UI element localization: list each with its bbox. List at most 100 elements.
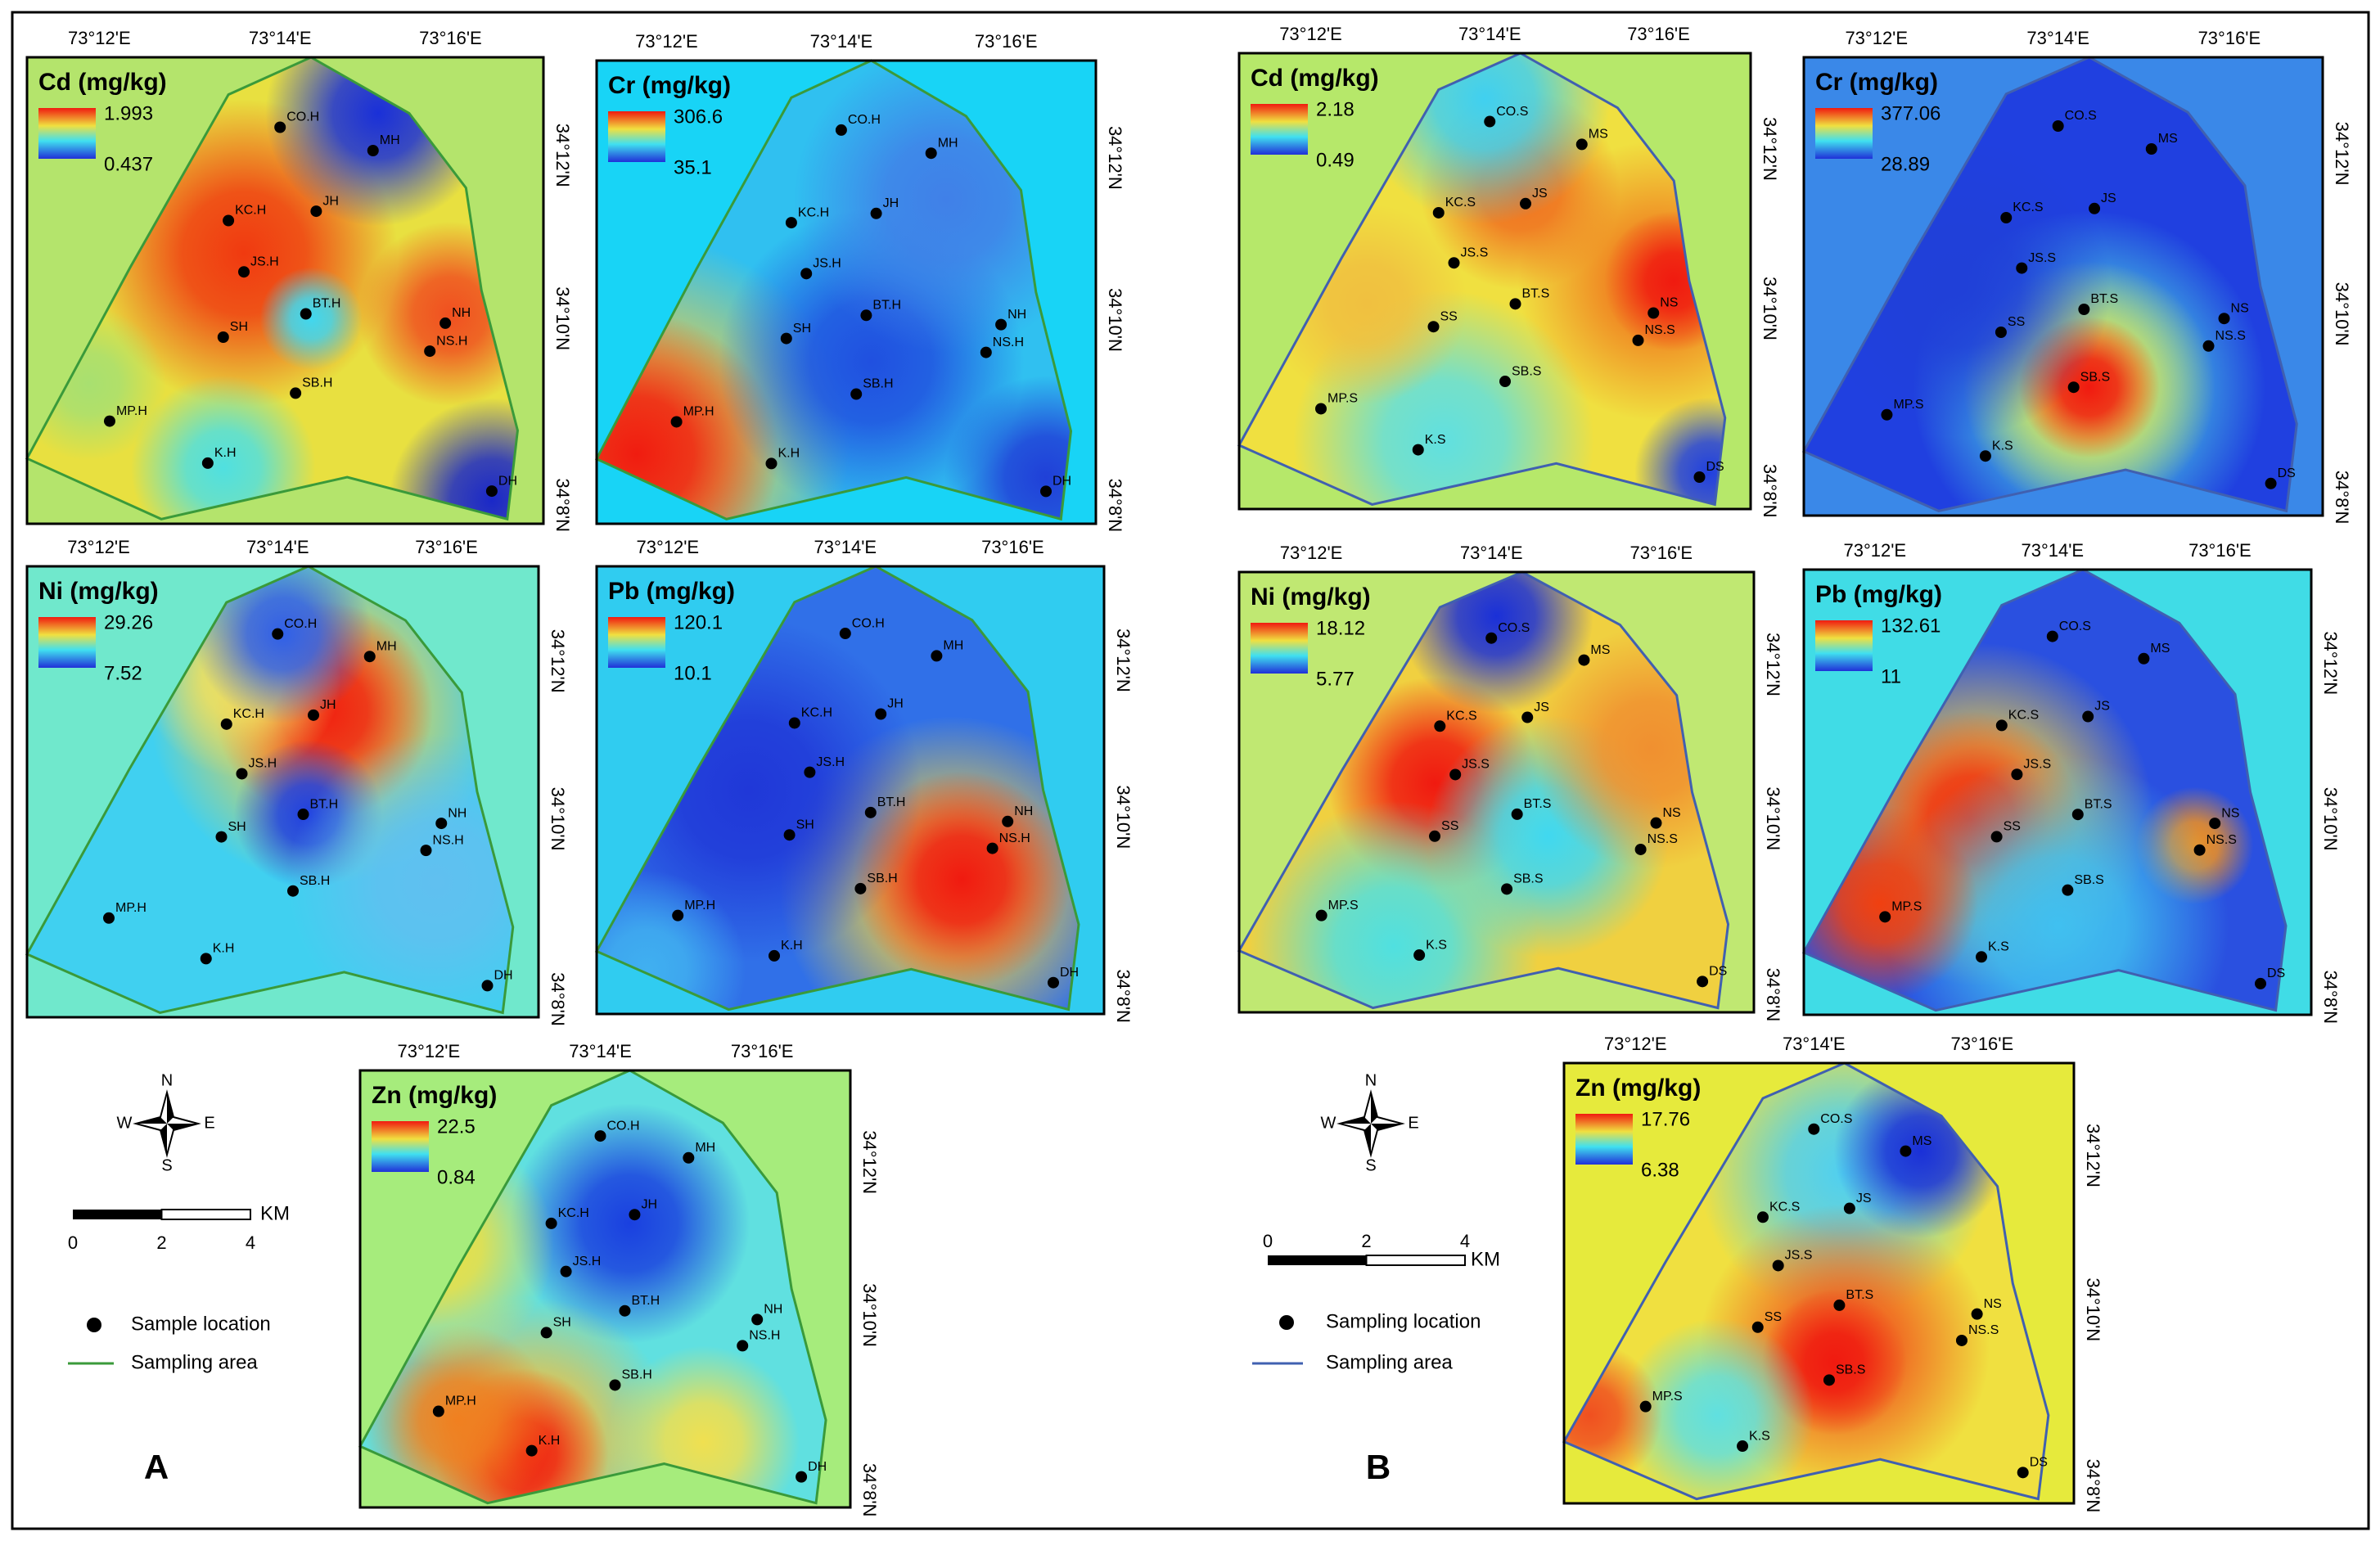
sample-point	[1511, 808, 1523, 820]
map-border	[25, 56, 545, 525]
sample-point	[525, 1444, 538, 1457]
ramp-min: 0.84	[437, 1166, 476, 1188]
sample-point	[310, 205, 322, 218]
latitude-label: 34°12'N	[2083, 1124, 2103, 1187]
sample-point	[2078, 304, 2090, 315]
map-panel: CO.S MS KC.S JS JS.S BT.S SS NS NS.S SB.S MP.S K.S D…	[1801, 540, 2341, 1024]
sample-label: NS.S	[1968, 1323, 1999, 1337]
map-title: Ni (mg/kg)	[38, 578, 159, 605]
sampling-area-outline	[358, 1069, 827, 1505]
sample-label: KC.H	[798, 205, 829, 219]
sample-label: JS.S	[1785, 1249, 1813, 1263]
sample-point	[1971, 1308, 1983, 1320]
sample-point	[1315, 909, 1327, 921]
sample-point	[1648, 307, 1660, 319]
sample-point	[925, 147, 937, 160]
sampling-area-outline	[1562, 1061, 2050, 1501]
sample-label: DH	[1060, 966, 1079, 980]
heat-blob	[265, 57, 492, 227]
sample-point	[1772, 1259, 1784, 1272]
longitude-label: 73°12'E	[67, 537, 130, 557]
sample-point	[223, 214, 235, 227]
sample-point	[1955, 1334, 1968, 1346]
sample-label: MP.H	[683, 405, 714, 419]
scale-tick: 0	[68, 1232, 78, 1253]
sample-label: NS.S	[1648, 832, 1678, 846]
sample-label: BT.H	[310, 797, 339, 811]
sample-point	[683, 1151, 695, 1164]
sample-label: SS	[2008, 315, 2025, 329]
sample-label: MS	[2150, 642, 2170, 656]
sample-label: SB.H	[863, 377, 893, 391]
sample-point	[619, 1304, 631, 1317]
sample-point	[1484, 115, 1496, 128]
sample-label: BT.H	[872, 299, 901, 313]
sample-point	[2017, 1467, 2029, 1479]
sample-point	[1040, 485, 1052, 498]
sampling-area-outline	[25, 56, 519, 521]
sample-label: JH	[322, 194, 339, 208]
sample-point	[287, 885, 299, 897]
map-panel: CO.H MH KC.H JH JS.H BT.H SH NH NS.H SB.H MP.H K.H D…	[25, 28, 573, 532]
sample-point	[1575, 138, 1588, 151]
sample-point	[839, 628, 851, 640]
heat-blob	[944, 375, 1071, 520]
sample-label: MH	[376, 639, 397, 653]
sample-label: SS	[1440, 309, 1458, 323]
sample-point	[1995, 327, 2007, 338]
sample-point	[854, 882, 867, 894]
longitude-label: 73°14'E	[1460, 543, 1523, 563]
map-title: Zn (mg/kg)	[1575, 1075, 1701, 1102]
sample-point	[2209, 818, 2221, 830]
map-panel: CO.H MH KC.H JH JS.H BT.H SH NH NS.H SB.H MP.H K.H D…	[358, 1041, 880, 1516]
sample-point	[995, 318, 1007, 331]
color-ramp	[38, 108, 96, 159]
color-ramp	[372, 1121, 429, 1172]
sample-point	[1429, 830, 1441, 842]
latitude-label: 34°10'N	[552, 286, 573, 350]
color-ramp	[608, 111, 665, 162]
sample-label: SS	[2004, 820, 2021, 834]
sample-label: MS	[2158, 132, 2178, 146]
sample-label: NS	[1660, 296, 1678, 310]
latitude-label: 34°10'N	[548, 787, 568, 851]
map-border	[1237, 52, 1752, 511]
heat-blob	[1564, 1342, 1662, 1489]
ramp-max: 1.993	[104, 102, 153, 124]
sample-label: JH	[320, 698, 336, 712]
legend-area-label: Sampling area	[1326, 1351, 1453, 1373]
sample-point	[1823, 1374, 1835, 1386]
sample-label: JS.H	[816, 755, 845, 769]
longitude-label: 73°14'E	[1458, 24, 1521, 44]
sample-point	[2265, 477, 2277, 489]
sample-label: MP.S	[1893, 398, 1923, 412]
ramp-max: 22.5	[437, 1115, 476, 1138]
sample-label: NH	[452, 306, 471, 320]
latitude-label: 34°10'N	[1105, 288, 1125, 352]
sample-label: DH	[494, 969, 513, 983]
panel-letter: A	[144, 1448, 169, 1486]
sample-point	[220, 718, 232, 730]
latitude-label: 34°12'N	[1105, 126, 1125, 190]
sample-label: CO.H	[284, 617, 317, 631]
sample-point	[2082, 710, 2094, 723]
compass-n: N	[161, 1071, 173, 1089]
map-title: Pb (mg/kg)	[608, 578, 735, 605]
sample-label: K.S	[1988, 939, 2009, 953]
latitude-label: 34°8'N	[2332, 471, 2352, 525]
map-panel: CO.S MS KC.S JS JS.S BT.S SS NS NS.S SB.S MP.S K.S D…	[1562, 1034, 2103, 1512]
sample-label: MP.S	[1328, 899, 1359, 912]
ramp-max: 17.76	[1641, 1108, 1690, 1130]
sample-label: CO.H	[286, 110, 319, 124]
sample-label: MH	[380, 133, 400, 147]
sample-point	[1432, 206, 1445, 219]
sample-label: NH	[764, 1303, 782, 1317]
sample-label: K.H	[539, 1434, 561, 1448]
map-panel: CO.S MS KC.S JS JS.S BT.S SS NS NS.S SB.S MP.S K.S D…	[1801, 28, 2352, 525]
sample-label: DH	[1053, 475, 1071, 489]
longitude-label: 73°12'E	[1279, 24, 1342, 44]
longitude-label: 73°14'E	[2026, 28, 2089, 48]
sample-point	[2011, 768, 2023, 781]
sample-point	[1002, 815, 1014, 827]
sample-label: NS	[1662, 806, 1680, 820]
